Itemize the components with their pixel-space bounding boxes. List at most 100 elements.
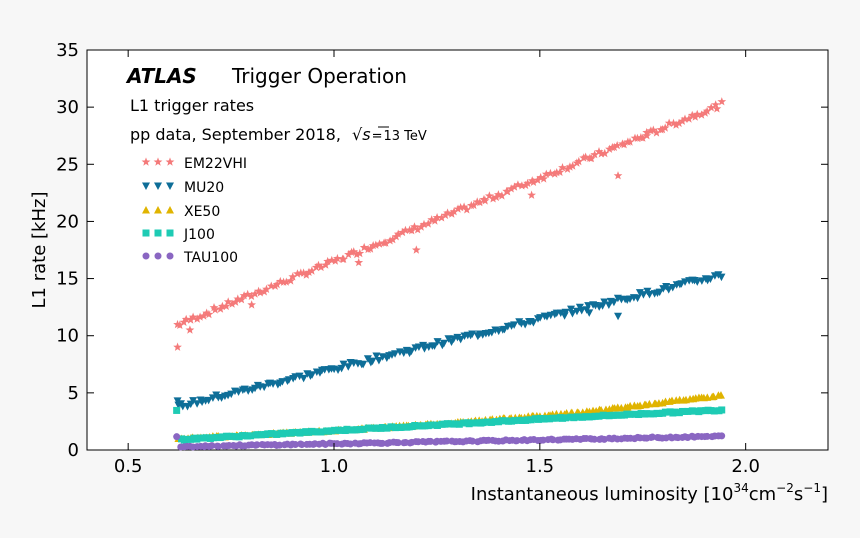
em22vhi-point	[443, 208, 452, 217]
em22vhi-point	[597, 149, 606, 158]
tau100-point	[291, 440, 299, 448]
em22vhi-point	[513, 180, 523, 189]
mu20-point	[577, 307, 586, 315]
j100-point	[684, 407, 692, 415]
j100-point	[643, 410, 651, 418]
tau100-point	[718, 432, 726, 440]
y-tick-label: 0	[68, 440, 79, 461]
x-axis-title-cm: cm	[749, 484, 776, 505]
mu20-point	[308, 371, 317, 379]
em22vhi-point	[697, 110, 706, 119]
j100-point	[317, 428, 325, 436]
em22vhi-point	[523, 178, 532, 188]
em22vhi-point	[648, 125, 658, 134]
em22vhi-point	[674, 118, 684, 128]
em22vhi-point	[210, 305, 220, 314]
em22vhi-point	[706, 103, 716, 112]
em22vhi-point	[660, 123, 670, 132]
j100-point	[671, 408, 679, 416]
legend-label-mu20: MU20	[184, 180, 224, 196]
mu20-point	[639, 291, 648, 299]
em22vhi-point	[527, 176, 537, 185]
mu20-point	[567, 305, 576, 314]
em22vhi-point	[266, 281, 276, 290]
mu20-point	[668, 283, 677, 292]
em22vhi-point	[600, 148, 610, 158]
legend-marker-mu20	[142, 182, 150, 190]
em22vhi-point	[247, 291, 256, 300]
j100-point	[518, 416, 526, 424]
mu20-point	[600, 298, 609, 306]
mu20-point	[697, 277, 706, 285]
em22vhi-point	[423, 219, 433, 228]
em22vhi-point	[288, 272, 298, 281]
legend-marker-xe50	[142, 206, 150, 214]
em22vhi-point	[299, 268, 308, 277]
em22vhi-point	[605, 144, 614, 153]
j100-point	[258, 431, 266, 439]
tau100-point	[443, 437, 451, 445]
sqrt-symbol: √	[352, 125, 363, 144]
mu20-point	[372, 352, 381, 361]
tau100-point	[468, 437, 476, 445]
em22vhi-point	[355, 248, 365, 258]
j100-point	[282, 429, 290, 437]
plot-area	[86, 49, 829, 451]
em22vhi-point	[711, 100, 720, 109]
em22vhi-point	[678, 116, 687, 125]
em22vhi-point	[349, 247, 359, 256]
em22vhi-point	[613, 171, 623, 180]
em22vhi-point	[680, 114, 690, 123]
x-tick-label: 0.5	[114, 456, 143, 477]
tau100-point	[378, 439, 386, 447]
em22vhi-point	[555, 167, 565, 176]
em22vhi-point	[192, 314, 202, 323]
em22vhi-point	[517, 181, 527, 190]
j100-point	[308, 427, 316, 435]
mu20-point	[359, 360, 368, 369]
j100-point	[626, 410, 634, 418]
j100-point	[264, 430, 272, 438]
em22vhi-point	[188, 312, 198, 321]
em22vhi-point	[286, 276, 296, 285]
em22vhi-point	[293, 269, 302, 278]
tau100-point	[513, 437, 521, 445]
em22vhi-point	[354, 258, 364, 267]
mu20-point	[529, 319, 538, 327]
j100-point	[479, 419, 487, 427]
em22vhi-point	[658, 125, 667, 134]
legend-marker-em22vhi	[141, 157, 151, 166]
em22vhi-point	[401, 225, 410, 234]
legend: EM22VHI MU20 XE50 J100 TAU100	[141, 156, 247, 266]
em22vhi-point	[407, 226, 417, 235]
j100-point	[595, 412, 603, 420]
em22vhi-point	[494, 190, 503, 199]
em22vhi-point	[398, 227, 407, 237]
mu20-point	[609, 298, 618, 307]
em22vhi-point	[541, 169, 551, 178]
j100-point	[710, 407, 718, 415]
mu20-point	[339, 360, 348, 369]
mu20-point	[536, 314, 545, 322]
mu20-point	[645, 290, 654, 299]
em22vhi-point	[221, 301, 231, 310]
em22vhi-point	[218, 301, 227, 311]
em22vhi-point	[239, 291, 249, 300]
y-tick-label: 25	[56, 154, 79, 175]
subtitle-trigger-rates: L1 trigger rates	[130, 96, 254, 115]
em22vhi-point	[625, 137, 635, 146]
em22vhi-point	[209, 303, 219, 312]
subtitle-dataset-prefix: pp data, September 2018,	[130, 125, 341, 144]
mu20-point	[430, 342, 439, 350]
legend-markers	[141, 157, 175, 260]
em22vhi-point	[202, 308, 211, 317]
tau100-point	[394, 439, 402, 447]
mu20-point	[521, 321, 530, 329]
chart-title: Trigger Operation	[231, 64, 407, 88]
em22vhi-point	[385, 236, 395, 245]
mu20-point	[299, 374, 308, 383]
em22vhi-point	[510, 182, 519, 191]
y-tick-label: 30	[56, 97, 79, 118]
em22vhi-point	[503, 187, 512, 196]
legend-marker-j100	[154, 229, 162, 237]
